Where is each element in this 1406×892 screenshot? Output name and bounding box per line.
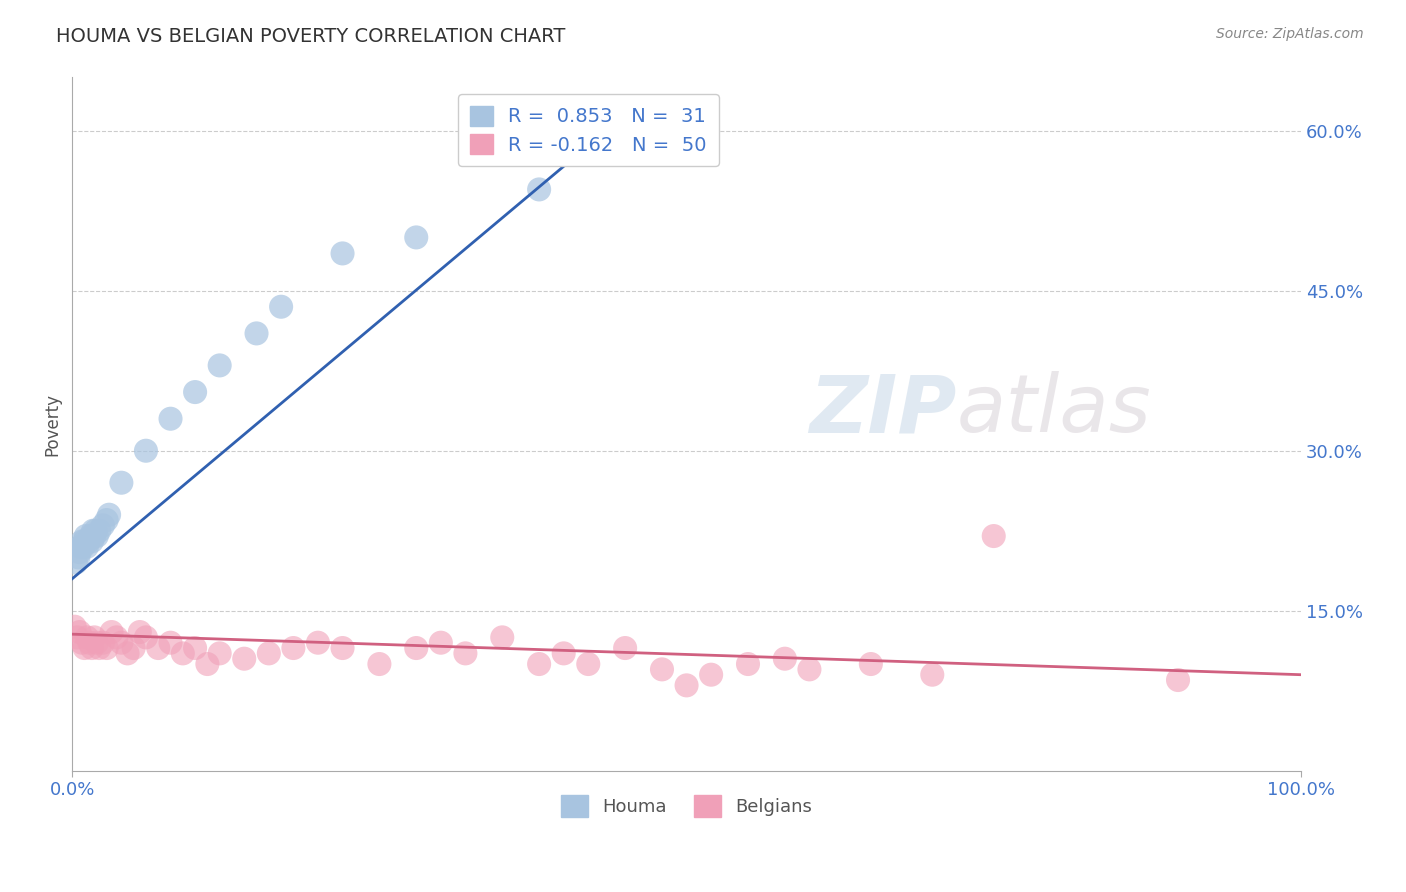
Point [233,651,256,665]
Point [89,641,111,656]
Point [73,534,96,549]
Point [172,646,194,660]
Point [799,662,821,676]
Point [75,529,97,543]
Point [527,657,550,671]
Point [89,524,111,538]
Point [135,631,157,645]
Point [117,646,139,660]
Point [110,475,132,490]
Point [576,657,599,671]
Point [91,636,114,650]
Point [651,662,673,676]
Text: atlas: atlas [957,371,1152,450]
Point [675,678,697,692]
Point [83,631,105,645]
Point [122,641,145,656]
Point [69,625,91,640]
Point [184,385,207,400]
Point [105,631,128,645]
Point [79,636,101,650]
Point [70,534,93,549]
Point [270,300,292,314]
Point [245,326,267,341]
Point [368,657,391,671]
Point [454,646,477,660]
Point [527,182,550,196]
Point [86,636,108,650]
Point [73,641,96,656]
Point [773,651,796,665]
Text: ZIP: ZIP [810,371,957,450]
Point [91,518,114,533]
Point [86,529,108,543]
Point [128,625,150,640]
Point [159,636,181,650]
Point [405,641,427,656]
Point [700,667,723,681]
Point [66,631,89,645]
Point [96,641,118,656]
Point [405,230,427,244]
Point [72,540,94,554]
Point [602,124,624,138]
Point [96,513,118,527]
Point [491,631,513,645]
Point [257,646,280,660]
Point [67,550,90,565]
Y-axis label: Poverty: Poverty [44,392,60,456]
Point [135,443,157,458]
Point [76,631,98,645]
Point [983,529,1005,543]
Point [614,641,637,656]
Point [83,529,105,543]
Point [69,545,91,559]
Point [332,641,354,656]
Point [332,246,354,260]
Point [110,636,132,650]
Text: Source: ZipAtlas.com: Source: ZipAtlas.com [1216,27,1364,41]
Point [159,411,181,425]
Point [148,641,170,656]
Point [82,524,104,538]
Point [553,646,575,660]
Point [65,556,87,570]
Point [283,641,305,656]
Point [859,657,882,671]
Point [76,540,98,554]
Point [79,529,101,543]
Point [80,534,103,549]
Point [921,667,943,681]
Point [737,657,759,671]
Point [100,625,122,640]
Point [430,636,453,650]
Point [184,641,207,656]
Point [208,359,231,373]
Point [84,524,107,538]
Point [69,540,91,554]
Point [77,534,100,549]
Point [80,641,103,656]
Point [307,636,329,650]
Point [1167,673,1189,687]
Point [63,620,86,634]
Point [208,646,231,660]
Text: HOUMA VS BELGIAN POVERTY CORRELATION CHART: HOUMA VS BELGIAN POVERTY CORRELATION CHA… [56,27,565,45]
Legend: Houma, Belgians: Houma, Belgians [554,788,820,824]
Point [98,508,121,522]
Point [70,636,93,650]
Point [195,657,218,671]
